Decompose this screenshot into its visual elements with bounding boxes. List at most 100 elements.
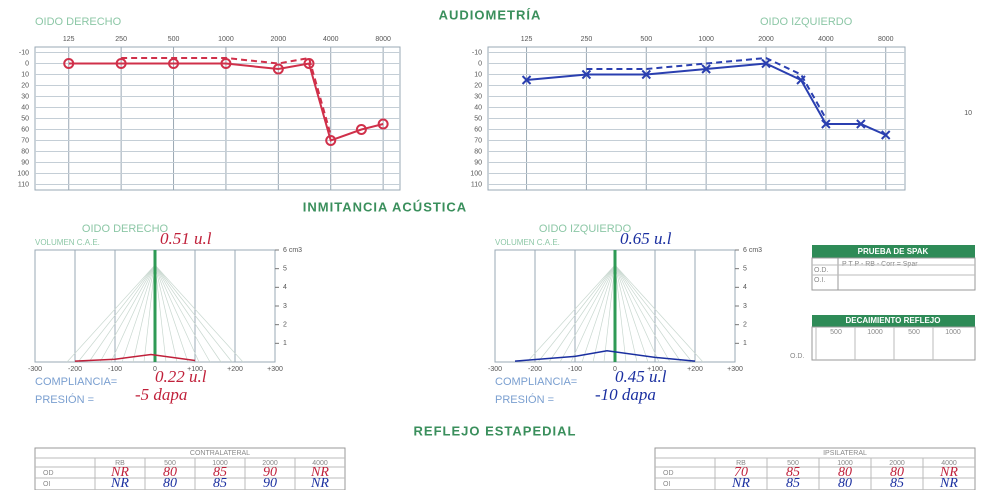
x-tick-label: 500 — [640, 36, 652, 43]
x-tick-label: +200 — [227, 366, 243, 373]
reflex-row-label: OD — [663, 470, 674, 477]
compliance-value: 0.45 u.l — [615, 367, 667, 386]
y-tick-label: 10 — [474, 71, 482, 78]
y-tick-label: 50 — [474, 115, 482, 122]
y-tick-label: 20 — [474, 82, 482, 89]
volume-value: 0.51 u.l — [160, 229, 212, 248]
y-tick-label: 10 — [21, 71, 29, 78]
reflex-cell: 80 — [838, 476, 852, 490]
pressure-value: -5 dapa — [135, 385, 187, 404]
pressure-label: PRESIÓN = — [35, 393, 94, 406]
y-tick-label: 5 — [743, 266, 747, 273]
pressure-value: -10 dapa — [595, 385, 656, 404]
reflex-cell: NR — [731, 476, 750, 490]
x-tick-label: 500 — [168, 36, 180, 43]
reflex-cell: 85 — [890, 476, 904, 490]
y-tick-label: 100 — [17, 170, 29, 177]
x-tick-label: +300 — [267, 366, 283, 373]
x-tick-label: 2000 — [758, 36, 774, 43]
reflex-row-label: OD — [43, 470, 54, 477]
y-tick-label: 70 — [21, 137, 29, 144]
pressure-label: PRESIÓN = — [495, 393, 554, 406]
y-tick-label: 1 — [743, 340, 747, 347]
reflex-cell: 85 — [786, 476, 800, 490]
y-tick-label: 60 — [21, 126, 29, 133]
y-tick-label: 5 — [283, 266, 287, 273]
x-tick-label: 4000 — [323, 36, 339, 43]
decay-row-label: O.D. — [790, 353, 804, 360]
audiometry-title: AUDIOMETRÍA — [439, 7, 542, 22]
reflex-cell: 90 — [263, 476, 277, 490]
ear-label: OIDO DERECHO — [35, 16, 122, 28]
y-tick-label: 4 — [743, 284, 747, 291]
compliance-value: 0.22 u.l — [155, 367, 207, 386]
y-tick-label: 4 — [283, 284, 287, 291]
ear-label: OIDO IZQUIERDO — [760, 16, 853, 28]
spak-row-label: O.I. — [814, 277, 825, 284]
y-tick-label: -10 — [472, 49, 482, 56]
x-tick-label: 125 — [63, 36, 75, 43]
x-tick-label: 8000 — [375, 36, 391, 43]
y-tick-label: 30 — [21, 93, 29, 100]
x-tick-label: -100 — [568, 366, 582, 373]
y-tick-label: 30 — [474, 93, 482, 100]
reflex-frame — [655, 448, 975, 490]
y-tick-label: 20 — [21, 82, 29, 89]
reflex-cell: NR — [310, 476, 329, 490]
x-tick-label: 125 — [521, 36, 533, 43]
y-tick-label: 2 — [743, 322, 747, 329]
y-tick-label: 2 — [283, 322, 287, 329]
volume-value: 0.65 u.l — [620, 229, 672, 248]
x-tick-label: 250 — [581, 36, 593, 43]
y-tick-label: 50 — [21, 115, 29, 122]
y-tick-label: 40 — [21, 104, 29, 111]
spak-title: PRUEBA DE SPAK — [858, 247, 929, 256]
reflex-cell: NR — [939, 476, 958, 490]
tympanometry-title: INMITANCIA ACÚSTICA — [303, 199, 467, 214]
x-tick-label: -200 — [528, 366, 542, 373]
x-tick-label: -300 — [28, 366, 42, 373]
reflex-title: REFLEJO ESTAPEDIAL — [414, 423, 577, 438]
decay-col-label: 1000 — [867, 329, 883, 336]
reflex-cell: NR — [110, 476, 129, 490]
volume-label: VOLUMEN C.A.E. — [35, 238, 100, 247]
y-tick-label: 100 — [470, 170, 482, 177]
spak-formula: P T P - RB - Corr = Spar — [842, 261, 918, 268]
x-tick-label: +300 — [727, 366, 743, 373]
x-tick-label: -200 — [68, 366, 82, 373]
spak-row-label: O.D. — [814, 267, 828, 274]
y-tick-label: 90 — [21, 159, 29, 166]
margin-note: 10 — [964, 110, 972, 117]
y-tick-label: 1 — [283, 340, 287, 347]
reflex-cell: 80 — [163, 476, 177, 490]
reflex-cell: 85 — [213, 476, 227, 490]
y-tick-label: 80 — [21, 148, 29, 155]
y-tick-label: 60 — [474, 126, 482, 133]
x-tick-label: 1000 — [698, 36, 714, 43]
y-tick-label: -10 — [19, 49, 29, 56]
y-tick-label: 6 cm3 — [743, 247, 762, 254]
y-tick-label: 90 — [474, 159, 482, 166]
x-tick-label: -300 — [488, 366, 502, 373]
y-tick-label: 110 — [18, 181, 29, 188]
x-tick-label: 250 — [115, 36, 127, 43]
x-tick-label: 1000 — [218, 36, 234, 43]
x-tick-label: -100 — [108, 366, 122, 373]
audiometry-form: AUDIOMETRÍA 10 INMITANCIA ACÚSTICA REFLE… — [0, 0, 982, 490]
y-tick-label: 0 — [25, 60, 29, 67]
x-tick-label: 4000 — [818, 36, 834, 43]
ear-label: OIDO DERECHO — [82, 223, 169, 235]
y-tick-label: 70 — [474, 137, 482, 144]
x-tick-label: 2000 — [271, 36, 287, 43]
decay-title: DECAIMIENTO REFLEJO — [846, 316, 941, 325]
volume-label: VOLUMEN C.A.E. — [495, 238, 560, 247]
decay-col-label: 500 — [908, 329, 920, 336]
y-tick-label: 80 — [474, 148, 482, 155]
y-tick-label: 3 — [743, 303, 747, 310]
compliance-label: COMPLIANCIA= — [495, 376, 577, 388]
y-tick-label: 110 — [471, 181, 482, 188]
y-tick-label: 0 — [478, 60, 482, 67]
x-tick-label: 8000 — [878, 36, 894, 43]
y-tick-label: 6 cm3 — [283, 247, 302, 254]
reflex-table-label: IPSILATERAL — [823, 450, 867, 457]
